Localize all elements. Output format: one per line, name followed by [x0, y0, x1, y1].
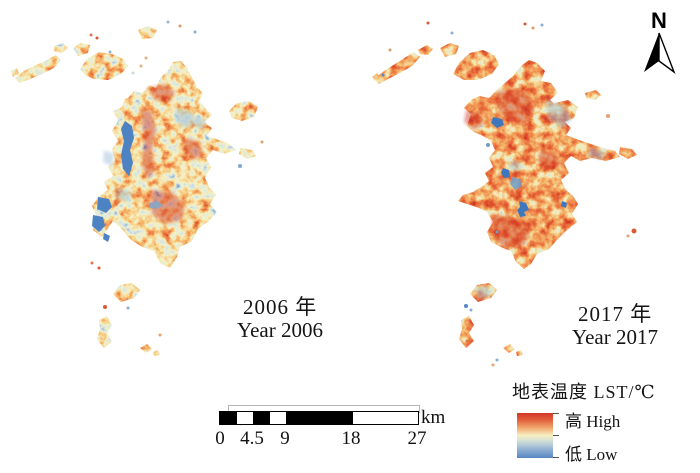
map-2017-raster	[372, 21, 637, 367]
map-2006-cool-areas	[103, 108, 206, 202]
map-2017-year-en: Year 2017	[572, 325, 658, 349]
map-2017-label: 2017 年 Year 2017	[572, 303, 658, 349]
north-arrow: N	[644, 8, 676, 74]
scalebar-tick-0: 0	[215, 428, 225, 449]
scalebar-tick-18: 18	[341, 428, 361, 449]
scalebar-tick-27: 27	[407, 428, 427, 449]
scalebar-segment	[269, 412, 286, 424]
colorbar-tick-top	[553, 413, 559, 415]
scalebar-segment	[351, 412, 418, 424]
north-arrow-right-half	[658, 32, 676, 74]
map-2006-label: 2006 年 Year 2006	[237, 296, 323, 342]
colorbar-tick-bottom	[553, 456, 559, 458]
map-2017-cool-areas	[475, 100, 606, 299]
scalebar-segment	[236, 412, 253, 424]
map-2006-speckles	[89, 20, 264, 337]
lake	[121, 121, 134, 176]
north-label: N	[651, 8, 667, 33]
scalebar-unit: km	[421, 407, 446, 428]
north-arrow-left-half	[644, 33, 659, 72]
lst-raster-maps	[11, 20, 637, 367]
scalebar-segment	[285, 412, 352, 424]
map-2017-hot-spots	[464, 88, 560, 248]
map-2017-speckles	[381, 21, 637, 367]
map-2006-urban-extent	[92, 61, 236, 268]
scalebar-segment	[220, 412, 237, 424]
scalebar	[219, 411, 419, 425]
scalebar-segment	[252, 412, 270, 424]
map-2006-year-zh: 2006 年	[243, 295, 318, 319]
legend-colorbar	[517, 413, 559, 458]
colorbar-tick-mid	[553, 435, 559, 437]
scalebar-tick-9: 9	[280, 428, 290, 449]
map-2017-water-bodies	[491, 117, 567, 217]
map-2006-water-bodies	[92, 121, 163, 242]
map-2006-hot-spots	[140, 84, 203, 224]
map-2006-year-en: Year 2006	[237, 318, 323, 342]
scalebar-tick-4-5: 4.5	[240, 428, 264, 449]
map-2017-year-zh: 2017 年	[578, 302, 653, 326]
map-2006-raster	[11, 20, 264, 356]
legend-low-label: 低 Low	[565, 445, 618, 464]
legend-high-label: 高 High	[565, 412, 621, 431]
